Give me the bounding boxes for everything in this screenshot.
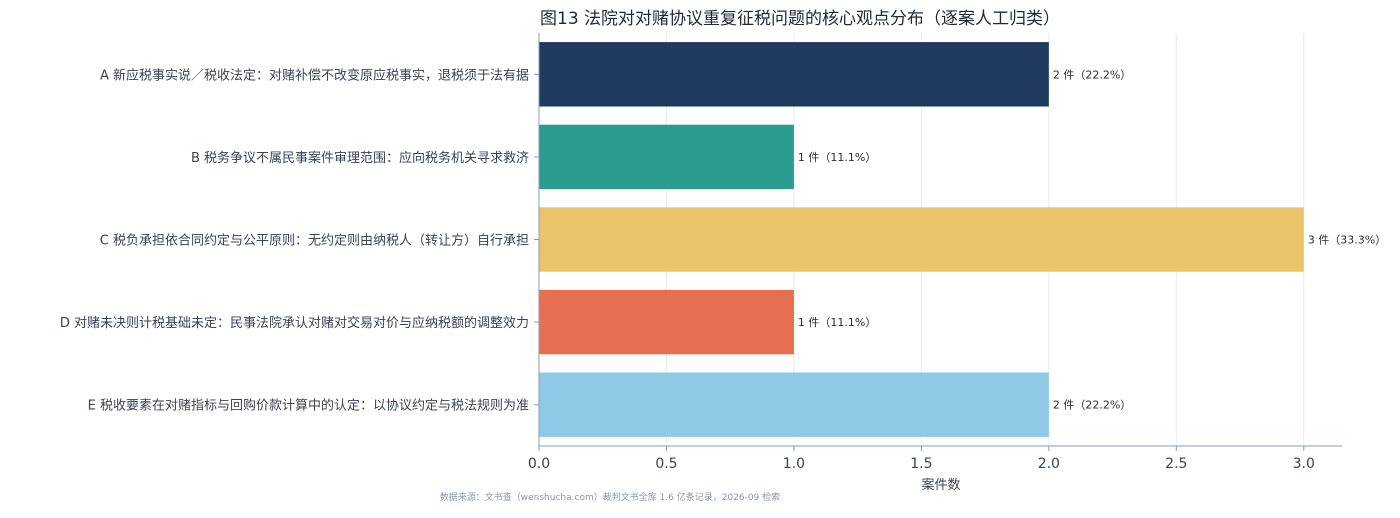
category-label: C 税负承担依合同约定与公平原则：无约定则由纳税人（转让方）自行承担 [100, 233, 529, 249]
source-note: 数据来源：文书查（wenshucha.com）裁判文书全库 1.6 亿条记录，2… [440, 491, 780, 503]
x-axis-title: 案件数 [921, 478, 960, 493]
category-label: E 税收要素在对赌指标与回购价款计算中的认定：以协议约定与税法规则为准 [88, 398, 529, 414]
x-tick-label: 2.0 [1038, 456, 1060, 472]
bar [539, 289, 794, 355]
category-labels: A 新应税事实说／税收法定：对赌补偿不改变原应税事实，退税须于法有据 B 税务争议… [60, 67, 539, 414]
bar [539, 372, 1049, 437]
bar-data-label: 2 件（22.2%） [1053, 68, 1131, 81]
chart-title: 图13 法院对对赌协议重复征税问题的核心观点分布（逐案人工归类） [540, 9, 1060, 29]
bar-data-label: 3 件（33.3%） [1308, 234, 1386, 247]
bar-data-label: 2 件（22.2%） [1053, 399, 1131, 412]
x-axis-ticks: 0.0 0.5 1.0 1.5 2.0 2.5 3.0 [528, 446, 1315, 472]
category-label: B 税务争议不属民事案件审理范围：应向税务机关寻求救济 [191, 150, 529, 166]
x-tick-label: 3.0 [1293, 456, 1315, 472]
x-tick-label: 0.5 [655, 456, 677, 472]
x-tick-label: 1.5 [910, 456, 932, 472]
bar-data-label: 1 件（11.1%） [798, 151, 876, 164]
bars [539, 42, 1304, 437]
category-label: A 新应税事实说／税收法定：对赌补偿不改变原应税事实，退税须于法有据 [100, 67, 529, 83]
data-labels: 2 件（22.2%） 1 件（11.1%） 3 件（33.3%） 1 件（11.1%）… [798, 68, 1386, 411]
x-tick-label: 1.0 [783, 456, 805, 472]
bar [539, 42, 1049, 107]
category-label: D 对赌未决则计税基础未定：民事法院承认对赌对交易对价与应纳税额的调整效力 [60, 315, 529, 331]
bar-data-label: 1 件（11.1%） [798, 316, 876, 329]
bar [539, 207, 1304, 272]
bar [539, 124, 794, 190]
x-tick-label: 2.5 [1165, 456, 1187, 472]
x-tick-label: 0.0 [528, 456, 550, 472]
